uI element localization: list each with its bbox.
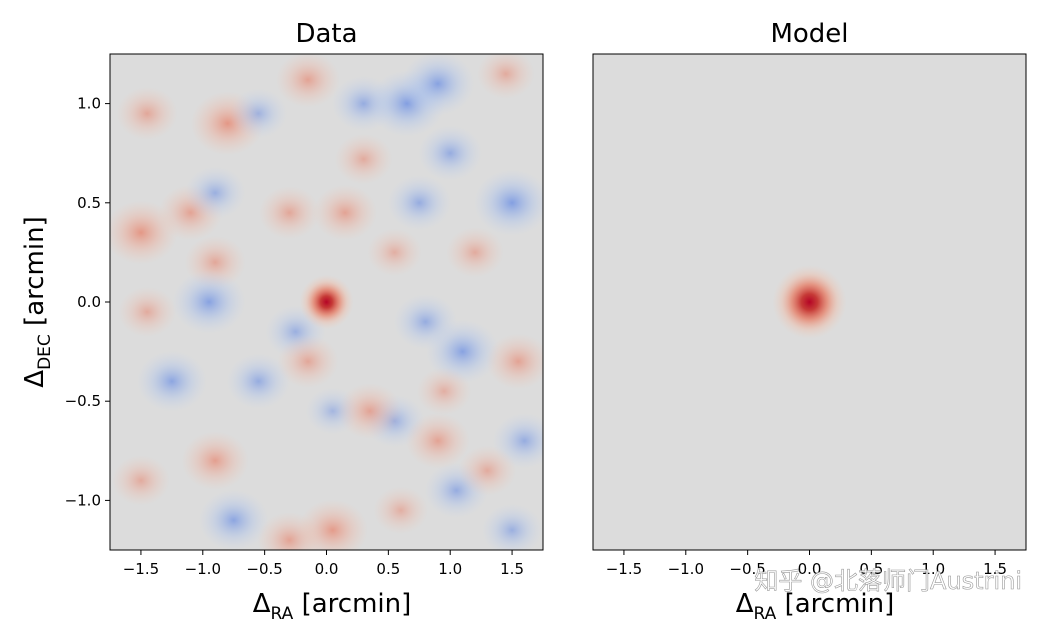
noise-blob-25 [393, 293, 458, 350]
noise-blob-34 [416, 367, 472, 416]
data-ylabel-base: Δ [20, 370, 50, 388]
noise-blob-17 [476, 54, 535, 100]
data-x-tick-label-4: 0.5 [376, 560, 400, 578]
noise-blob-32 [118, 286, 177, 338]
model-title: Model [770, 19, 848, 49]
watermark-text: 知乎 @北落师门Austrini [754, 567, 1022, 595]
model-panel: Model −1.5 −1.0 −0.5 0.0 0.5 1.0 1.5 ΔRA [arcm… [592, 19, 1027, 623]
noise-blob-7 [275, 54, 341, 108]
data-ylabel-rest: [arcmin] [20, 216, 50, 334]
model-x-tick-label-1: −1.0 [668, 560, 704, 578]
noise-blob-3 [258, 186, 320, 240]
noise-blob-5 [334, 133, 393, 185]
noise-blob-22 [136, 350, 208, 413]
model-x-tick-label-6: 1.5 [983, 560, 1007, 578]
noise-blob-38 [486, 333, 543, 390]
noise-blob-19 [367, 228, 423, 277]
noise-blob-13 [387, 174, 452, 231]
data-source-group [299, 274, 354, 330]
model-heatmap [593, 54, 1026, 550]
noise-blob-16 [184, 166, 246, 220]
model-x-axis-label: ΔRA [arcmin] [736, 589, 895, 623]
data-y-tick-label-3: −0.5 [65, 392, 101, 410]
data-y-tick-label-0: 1.0 [77, 95, 101, 113]
noise-blob-14 [418, 125, 483, 182]
noise-blob-35 [181, 431, 249, 491]
model-x-ticks: −1.5 −1.0 −0.5 0.0 0.5 1.0 1.5 [606, 550, 1007, 578]
model-xlabel-rest: [arcmin] [776, 589, 894, 619]
data-y-tick-label-4: −1.0 [65, 491, 101, 509]
data-x-tick-label-0: −1.5 [123, 560, 159, 578]
noise-blob-40 [257, 512, 322, 550]
data-y-tick-label-2: 0.0 [77, 293, 101, 311]
data-y-ticks: 1.0 0.5 0.0 −0.5 −1.0 [65, 95, 110, 509]
model-x-tick-label-3: 0.0 [798, 560, 822, 578]
noise-blob-41 [458, 445, 517, 496]
model-x-tick-label-4: 0.5 [859, 560, 883, 578]
data-x-tick-label-6: 1.5 [500, 560, 524, 578]
noise-blob-28 [198, 489, 269, 550]
data-x-ticks: −1.5 −1.0 −0.5 0.0 0.5 1.0 1.5 [123, 550, 524, 578]
noise-blob-6 [116, 86, 178, 141]
noise-blob-36 [337, 383, 402, 440]
data-panel: Data −1.5 −1.0 −0.5 0.0 0.5 1.0 1.5 1.00.50.0−… [20, 19, 544, 623]
model-x-tick-label-0: −1.5 [606, 560, 642, 578]
data-ylabel-sub: DEC [35, 334, 55, 370]
noise-blob-37 [405, 412, 470, 469]
data-source-peak [299, 274, 354, 330]
data-y-tick-label-1: 0.5 [77, 194, 101, 212]
data-xlabel-rest: [arcmin] [293, 589, 411, 619]
data-x-tick-label-3: 0.0 [315, 560, 339, 578]
data-title: Data [295, 19, 357, 49]
noise-blob-43 [373, 486, 429, 535]
noise-blob-12 [473, 169, 543, 237]
noise-blob-42 [111, 455, 170, 506]
data-xlabel-sub: RA [271, 604, 294, 623]
model-xlabel-base: Δ [736, 589, 754, 619]
data-x-tick-label-1: −1.0 [185, 560, 221, 578]
noise-blob-15 [229, 88, 288, 139]
model-source-peak [772, 264, 847, 340]
data-x-tick-label-2: −0.5 [246, 560, 282, 578]
model-xlabel-sub: RA [754, 604, 777, 623]
noise-blob-30 [481, 503, 543, 550]
model-x-tick-label-5: 1.0 [921, 560, 945, 578]
noise-blob-20 [172, 269, 246, 335]
noise-blob-4 [312, 184, 378, 241]
data-y-axis-label: ΔDEC [arcmin] [20, 216, 55, 387]
data-x-axis-label: ΔRA [arcmin] [253, 589, 412, 623]
model-source-group [772, 264, 847, 340]
noise-blob-11 [401, 54, 475, 116]
noise-blob-18 [445, 227, 504, 278]
data-x-tick-label-5: 1.0 [438, 560, 462, 578]
noise-blob-23 [226, 353, 291, 410]
model-x-tick-label-2: −0.5 [729, 560, 765, 578]
noise-blob-33 [277, 334, 339, 389]
data-heatmap [110, 54, 543, 550]
data-xlabel-base: Δ [253, 589, 271, 619]
